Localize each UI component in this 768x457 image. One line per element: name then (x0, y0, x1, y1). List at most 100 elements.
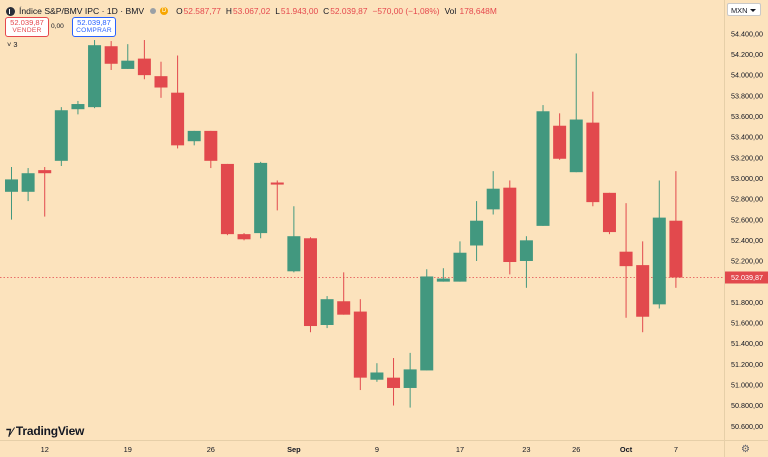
candle-body (370, 372, 384, 380)
tradingview-wordmark: TradingView (15, 424, 85, 438)
candle[interactable] (137, 40, 151, 80)
y-tick-label: 52.600,00 (731, 215, 763, 224)
candle-body (171, 92, 185, 146)
candle[interactable] (88, 40, 102, 109)
candle[interactable] (453, 241, 467, 282)
candle[interactable] (121, 44, 135, 69)
candle-body (270, 182, 284, 185)
candle[interactable] (536, 105, 550, 226)
candle-body (586, 122, 600, 203)
y-tick-label: 52.400,00 (731, 236, 763, 245)
y-tick-label: 53.800,00 (731, 91, 763, 100)
candle[interactable] (486, 171, 500, 215)
candle[interactable] (470, 201, 484, 261)
candle-body (536, 111, 550, 226)
candle[interactable] (602, 192, 616, 235)
y-tick-label: 53.000,00 (731, 174, 763, 183)
sell-price: 52.039,87 (10, 18, 44, 27)
candle[interactable] (586, 91, 600, 207)
open-value: 52.587,77 (183, 6, 221, 16)
candle-body (486, 188, 500, 210)
y-tick-label: 52.200,00 (731, 257, 763, 266)
candle[interactable] (237, 233, 251, 241)
candle[interactable] (370, 363, 384, 382)
candle[interactable] (669, 171, 683, 288)
y-tick-label: 54.000,00 (731, 71, 763, 80)
x-tick-label: Sep (287, 445, 301, 454)
buy-button[interactable]: 52.039,87 COMPRAR (72, 17, 116, 37)
tradingview-mark-icon: ⁊⁄ (6, 425, 13, 438)
sell-label: VENDER (12, 27, 42, 34)
data-source-badge: D (160, 7, 169, 15)
high-label: H (225, 6, 232, 16)
candle-body (71, 104, 85, 110)
candle[interactable] (353, 299, 367, 391)
last-price-text: 52.039,87 (731, 273, 763, 282)
candle-body (602, 192, 616, 233)
candle-body (337, 301, 351, 315)
candle[interactable] (403, 352, 417, 408)
candle-body (38, 170, 52, 174)
symbol-title[interactable]: Índice S&P/BMV IPC · 1D · BMV (19, 6, 145, 16)
candle[interactable] (303, 237, 317, 333)
candle[interactable] (54, 107, 68, 166)
candle[interactable] (337, 272, 351, 315)
last-price-label: 52.039,87 (725, 271, 768, 284)
chart-header: Índice S&P/BMV IPC · 1D · BMV D O 52.587,… (6, 4, 502, 18)
candle[interactable] (220, 163, 234, 236)
x-tick-label: 12 (41, 445, 49, 454)
y-tick-label: 50.800,00 (731, 401, 763, 410)
candle-body (303, 238, 317, 327)
candle[interactable] (254, 161, 268, 239)
chart-settings-icon[interactable]: ⚙ (741, 444, 750, 455)
candle-body (121, 60, 135, 69)
spread-value: 0,00 (51, 23, 64, 30)
candle[interactable] (519, 236, 533, 288)
close-value: 52.039,87 (330, 6, 368, 16)
y-tick-label: 51.600,00 (731, 319, 763, 328)
candle[interactable] (287, 206, 301, 273)
tradingview-logo[interactable]: ⁊⁄ TradingView (6, 424, 84, 438)
candle-body (287, 236, 301, 272)
x-tick-label: 17 (456, 445, 464, 454)
candle[interactable] (187, 130, 201, 146)
candle[interactable] (71, 100, 85, 115)
y-tick-label: 53.400,00 (731, 133, 763, 142)
candle-body (553, 125, 567, 159)
candle-body (5, 179, 18, 192)
currency-select[interactable]: MXN (727, 3, 761, 16)
candle-body (353, 311, 367, 378)
candle[interactable] (171, 55, 185, 149)
y-tick-label: 51.000,00 (731, 380, 763, 389)
candle[interactable] (5, 167, 18, 220)
candle[interactable] (38, 167, 52, 217)
candle[interactable] (387, 358, 401, 406)
candle[interactable] (553, 113, 567, 160)
candle-body (387, 377, 401, 388)
candle[interactable] (204, 130, 218, 169)
volume-label: Vol (444, 6, 457, 16)
index-logo-icon (6, 6, 15, 16)
candle[interactable] (636, 241, 650, 333)
candle[interactable] (652, 180, 666, 309)
candle-body (503, 187, 517, 263)
candle[interactable] (569, 53, 583, 173)
candle[interactable] (21, 168, 35, 202)
indicators-toggle[interactable]: ˅ 3 (7, 40, 18, 49)
candle[interactable] (420, 269, 434, 371)
candle[interactable] (619, 203, 633, 318)
candle[interactable] (154, 61, 168, 98)
candle[interactable] (436, 268, 450, 282)
candle[interactable] (104, 41, 118, 70)
candle-body (54, 110, 68, 161)
y-tick-label: 52.800,00 (731, 195, 763, 204)
candle[interactable] (270, 180, 284, 211)
sell-button[interactable]: 52.039,87 VENDER (5, 17, 49, 37)
candle[interactable] (503, 180, 517, 275)
candle-body (88, 45, 102, 108)
close-label: C (323, 6, 330, 16)
candle[interactable] (320, 296, 334, 329)
last-price-badge (725, 271, 768, 284)
y-tick-label: 54.400,00 (731, 29, 763, 38)
